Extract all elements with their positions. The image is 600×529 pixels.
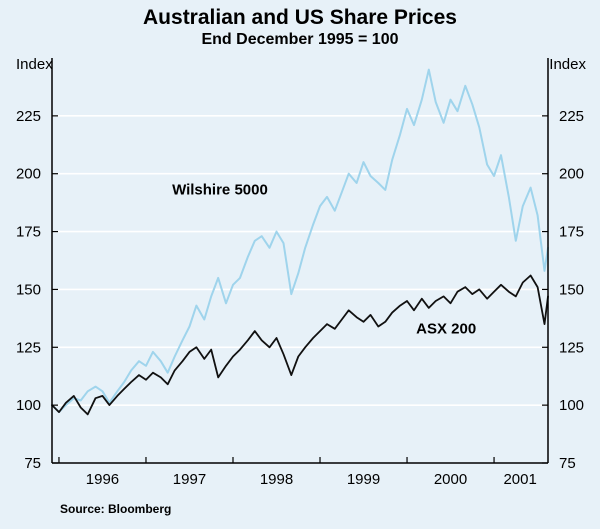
- chart-subtitle: End December 1995 = 100: [201, 31, 399, 48]
- x-tick-label: 2000: [434, 471, 467, 488]
- y-tick-label-right: 75: [559, 455, 576, 472]
- x-tick-label: 1996: [86, 471, 119, 488]
- source-note: Source: Bloomberg: [60, 502, 172, 516]
- y-tick-label-right: 200: [559, 166, 584, 183]
- x-tick-label: 1997: [173, 471, 206, 488]
- series-line-wilshire-5000: [51, 68, 549, 414]
- x-tick-label: 1998: [260, 471, 293, 488]
- series-label-asx-200: ASX 200: [416, 320, 476, 337]
- y-tick-label-left: 75: [24, 455, 41, 472]
- y-tick-label-left: 125: [16, 339, 41, 356]
- series-label-wilshire-5000: Wilshire 5000: [172, 182, 268, 199]
- y-axis-unit-right: Index: [549, 56, 586, 73]
- y-tick-label-left: 225: [16, 108, 41, 125]
- y-tick-label-right: 125: [559, 339, 584, 356]
- y-axis-unit-left: Index: [16, 56, 53, 73]
- y-tick-label-right: 150: [559, 281, 584, 298]
- x-tick-label: 2001: [503, 471, 536, 488]
- chart-title: Australian and US Share Prices: [143, 6, 457, 29]
- y-tick-label-left: 175: [16, 224, 41, 241]
- y-tick-label-right: 100: [559, 397, 584, 414]
- y-tick-label-left: 200: [16, 166, 41, 183]
- series-line-asx-200: [51, 274, 549, 416]
- y-tick-label-left: 150: [16, 281, 41, 298]
- y-tick-label-right: 175: [559, 224, 584, 241]
- y-tick-label-right: 225: [559, 108, 584, 125]
- x-tick-label: 1999: [347, 471, 380, 488]
- y-tick-label-left: 100: [16, 397, 41, 414]
